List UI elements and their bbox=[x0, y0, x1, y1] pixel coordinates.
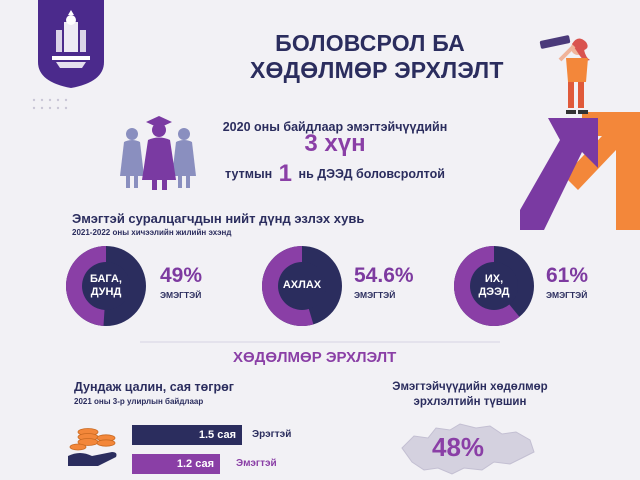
orange-arrow-icon bbox=[564, 112, 640, 230]
person-telescope-icon bbox=[539, 35, 590, 114]
intro-line-1: 2020 оны байдлаар эмэгтэйчүүдийн bbox=[222, 120, 448, 134]
intro-line-3-post: нь ДЭЭД боловсролтой bbox=[298, 167, 445, 181]
ring-label-line-1: ИХ, bbox=[484, 273, 504, 285]
women-graduates-icon bbox=[120, 116, 196, 190]
mongolia-map-icon bbox=[401, 423, 535, 475]
education-item-secondary: АХЛАХ 54.6% ЭМЭГТЭЙ bbox=[262, 246, 442, 336]
intro-line-2: 3 хүн bbox=[304, 130, 366, 157]
mongolia-emblem-logo bbox=[38, 0, 104, 88]
wage-title: Дундаж цалин, сая төгрөг bbox=[74, 380, 234, 394]
percent-value: 49% bbox=[160, 264, 203, 287]
title-line-1: БОЛОВСРОЛ БА bbox=[275, 30, 465, 56]
education-item-primary: БАГА, ДУНД 49% ЭМЭГТЭЙ bbox=[66, 246, 246, 336]
percent-label: ЭМЭГТЭЙ bbox=[354, 290, 396, 300]
intro-line-3: тутмын 1 нь ДЭЭД боловсролтой bbox=[200, 160, 470, 188]
wage-bar-value: 1.2 сая bbox=[176, 458, 214, 470]
education-subtitle: 2021-2022 оны хичээлийн жилийн эхэнд bbox=[72, 228, 232, 237]
donut-ring bbox=[66, 246, 146, 326]
wage-bar-group-label: Эмэгтэй bbox=[236, 458, 277, 469]
percent-value: 54.6% bbox=[354, 264, 414, 287]
ring-label-line-2: ДЭЭД bbox=[478, 286, 510, 298]
education-item-higher: ИХ, ДЭЭД 61% ЭМЭГТЭЙ bbox=[454, 246, 634, 336]
ring-label: ИХ, ДЭЭД bbox=[454, 273, 534, 299]
donut-ring bbox=[262, 246, 342, 326]
employment-rate-title: Эмэгтэйчүүдийн хөдөлмөр эрхлэлтийн түвши… bbox=[392, 381, 548, 408]
page-title: БОЛОВСРОЛ БА ХӨДӨЛМӨР ЭРХЛЭЛТ bbox=[250, 30, 504, 84]
section-divider bbox=[140, 341, 500, 343]
education-title: Эмэгтэй суралцагчдын нийт дүнд эзлэх хув… bbox=[72, 211, 365, 226]
purple-arrow-icon bbox=[520, 118, 598, 230]
donut-ring bbox=[454, 246, 534, 326]
percent-label: ЭМЭГТЭЙ bbox=[546, 290, 588, 300]
percent-label: ЭМЭГТЭЙ bbox=[160, 290, 202, 300]
employment-section-title: ХӨДӨЛМӨР ЭРХЛЭЛТ bbox=[233, 349, 397, 366]
dots-decoration bbox=[32, 98, 68, 110]
wage-bar-male: 1.5 сая bbox=[132, 425, 242, 445]
ring-label-line-1: БАГА, bbox=[90, 273, 122, 285]
growth-arrows-illustration bbox=[520, 35, 640, 230]
wage-subtitle: 2021 оны 3-р улирлын байдлаар bbox=[74, 397, 204, 406]
ring-label: БАГА, ДУНД bbox=[66, 273, 146, 299]
wage-bar-female: 1.2 сая bbox=[132, 454, 220, 474]
employment-rate-value: 48% bbox=[432, 432, 485, 462]
intro-line-3-num: 1 bbox=[278, 160, 293, 187]
intro-line-3-pre: тутмын bbox=[225, 167, 273, 181]
wage-bar-value: 1.5 сая bbox=[198, 429, 236, 441]
coins-hand-icon bbox=[68, 428, 117, 466]
wage-bar-group-label: Эрэгтэй bbox=[252, 429, 292, 440]
title-line-2: ХӨДӨЛМӨР ЭРХЛЭЛТ bbox=[250, 57, 504, 83]
percent-value: 61% bbox=[546, 264, 589, 287]
ring-label-line-1: АХЛАХ bbox=[282, 279, 322, 291]
ring-label: АХЛАХ bbox=[262, 279, 342, 292]
ring-label-line-2: ДУНД bbox=[90, 286, 122, 298]
